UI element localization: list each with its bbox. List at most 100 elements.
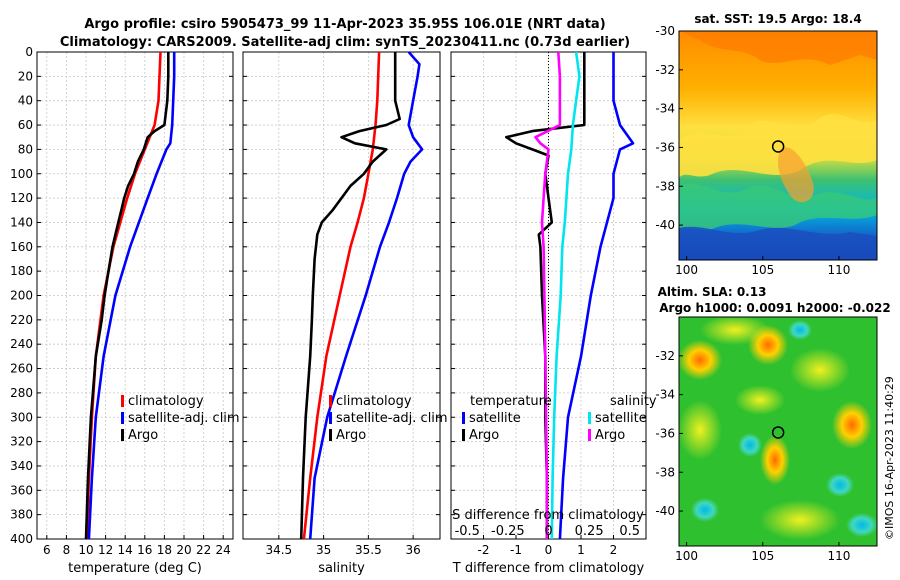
- sla-argo-location-marker: [771, 426, 785, 439]
- y-tick-label: 20: [18, 69, 33, 83]
- y-tick-label: 380: [10, 508, 33, 522]
- x-tick-label: -2: [478, 543, 490, 557]
- x-tick-label: 34.5: [265, 543, 292, 557]
- sla-map-title: Altim. SLA: 0.13: [658, 285, 767, 299]
- temperature-panel: 6 8 10 12 14 16 18 20 22 240204060801001201401601…: [10, 45, 240, 576]
- series-line-s-argo: [534, 51, 562, 539]
- map-x-tick-label: 105: [751, 549, 774, 563]
- legend-title-temperature: temperature: [470, 394, 552, 409]
- y-tick-label: 200: [10, 289, 33, 303]
- legend-label: satellite-adj. clim: [336, 411, 448, 426]
- x-tick-label: 0: [545, 543, 553, 557]
- x-axis-label: temperature (deg C): [68, 561, 202, 576]
- x-tick-label: 35: [316, 543, 331, 557]
- sst-map-title: sat. SST: 19.5 Argo: 18.4: [694, 12, 861, 26]
- y-tick-label: 60: [18, 118, 33, 132]
- y-tick-label: 100: [10, 167, 33, 181]
- secondary-x-tick-label: -0.25: [491, 524, 525, 539]
- x-tick-label: 2: [610, 543, 618, 557]
- legend-label: satellite-adj. clim: [128, 411, 240, 426]
- secondary-x-tick-label: 0: [544, 524, 552, 539]
- x-axis-label: T difference from climatology: [452, 561, 645, 576]
- secondary-x-tick-label: 0.5: [619, 524, 640, 539]
- map-x-tick-label: 105: [751, 263, 774, 277]
- y-tick-label: 260: [10, 362, 33, 376]
- legend-label: Argo: [595, 428, 625, 443]
- map-y-tick-label: -34: [655, 388, 675, 402]
- x-tick-label: 10: [78, 543, 93, 557]
- x-tick-label: 18: [157, 543, 172, 557]
- y-tick-label: 160: [10, 240, 33, 254]
- x-tick-label: 16: [137, 543, 152, 557]
- y-tick-label: 140: [10, 215, 33, 229]
- y-tick-label: 320: [10, 435, 33, 449]
- series-line-climatology: [302, 51, 381, 540]
- title-line-1: Argo profile: csiro 5905473_99 11-Apr-20…: [84, 17, 605, 32]
- map-x-tick-label: 100: [675, 549, 698, 563]
- legend-label: satellite: [469, 411, 521, 426]
- map-y-tick-label: -40: [655, 504, 675, 518]
- series-line-t-satellite: [558, 52, 635, 540]
- y-tick-label: 220: [10, 313, 33, 327]
- sla-map-axes: 100 105 110 -32 -34 -36 -38 -40: [655, 349, 850, 563]
- legend-swatch: [329, 395, 332, 407]
- legend-label: Argo: [336, 428, 366, 443]
- x-tick-label: 14: [118, 543, 133, 557]
- legend-label: Argo: [128, 428, 158, 443]
- x-tick-label: 8: [63, 543, 71, 557]
- y-tick-label: 180: [10, 264, 33, 278]
- x-axis-label: salinity: [318, 561, 365, 576]
- legend-swatch: [121, 395, 124, 407]
- legend-swatch: [462, 429, 465, 441]
- legend-swatch: [329, 429, 332, 441]
- y-tick-label: 120: [10, 191, 33, 205]
- x-tick-label: 24: [216, 543, 231, 557]
- y-tick-label: 40: [18, 94, 33, 108]
- series-line-satellite-adj-clim: [308, 51, 424, 540]
- sla-map-image: [679, 317, 877, 546]
- x-tick-label: 6: [43, 543, 51, 557]
- series-line-argo: [84, 52, 170, 540]
- map-y-tick-label: -36: [655, 426, 675, 440]
- map-y-tick-label: -30: [655, 24, 675, 38]
- y-tick-label: 80: [18, 142, 33, 156]
- map-x-tick-label: 100: [675, 263, 698, 277]
- y-tick-label: 360: [10, 483, 33, 497]
- series-line-satellite-adj-clim: [87, 52, 176, 540]
- series-line-argo: [299, 52, 402, 540]
- difference-panel: -2 -1 0 1 2 T difference from climatology temp…: [450, 51, 657, 576]
- map-y-tick-label: -32: [655, 63, 675, 77]
- x-tick-label: -1: [510, 543, 522, 557]
- map-y-tick-label: -40: [655, 218, 675, 232]
- sst-map-axes: 100 105 110 -30 -32 -34 -36 -38 -40: [655, 24, 850, 277]
- legend-swatch: [329, 412, 332, 424]
- y-tick-label: 0: [25, 45, 33, 59]
- map-y-tick-label: -32: [655, 349, 675, 363]
- x-tick-label: 36: [405, 543, 420, 557]
- x-tick-label: 20: [176, 543, 191, 557]
- map-x-tick-label: 110: [827, 549, 850, 563]
- map-y-tick-label: -36: [655, 140, 675, 154]
- secondary-x-tick-label: 0.25: [575, 524, 604, 539]
- legend-label: climatology: [336, 394, 412, 409]
- title-line-2: Climatology: CARS2009. Satellite-adj cli…: [60, 35, 630, 50]
- y-tick-label: 300: [10, 410, 33, 424]
- series-line-s-satellite: [550, 51, 581, 540]
- legend-swatch: [588, 429, 591, 441]
- sst-argo-location-marker: [771, 140, 785, 153]
- legend-label: Argo: [469, 428, 499, 443]
- legend-swatch: [462, 412, 465, 424]
- y-tick-label: 280: [10, 386, 33, 400]
- legend-label: satellite: [595, 411, 647, 426]
- salinity-panel: 34.5 35 35.5 36 salinity climatology satellite…: [242, 51, 448, 576]
- imos-timestamp: ©IMOS 16-Apr-2023 11:40:29: [883, 376, 896, 540]
- legend-swatch: [121, 429, 124, 441]
- y-tick-label: 340: [10, 459, 33, 473]
- secondary-x-axis-label: S difference from climatology: [452, 508, 644, 523]
- map-y-tick-label: -38: [655, 465, 675, 479]
- y-tick-label: 400: [10, 532, 33, 546]
- map-y-tick-label: -38: [655, 179, 675, 193]
- legend-swatch: [121, 412, 124, 424]
- legend-label: climatology: [128, 394, 204, 409]
